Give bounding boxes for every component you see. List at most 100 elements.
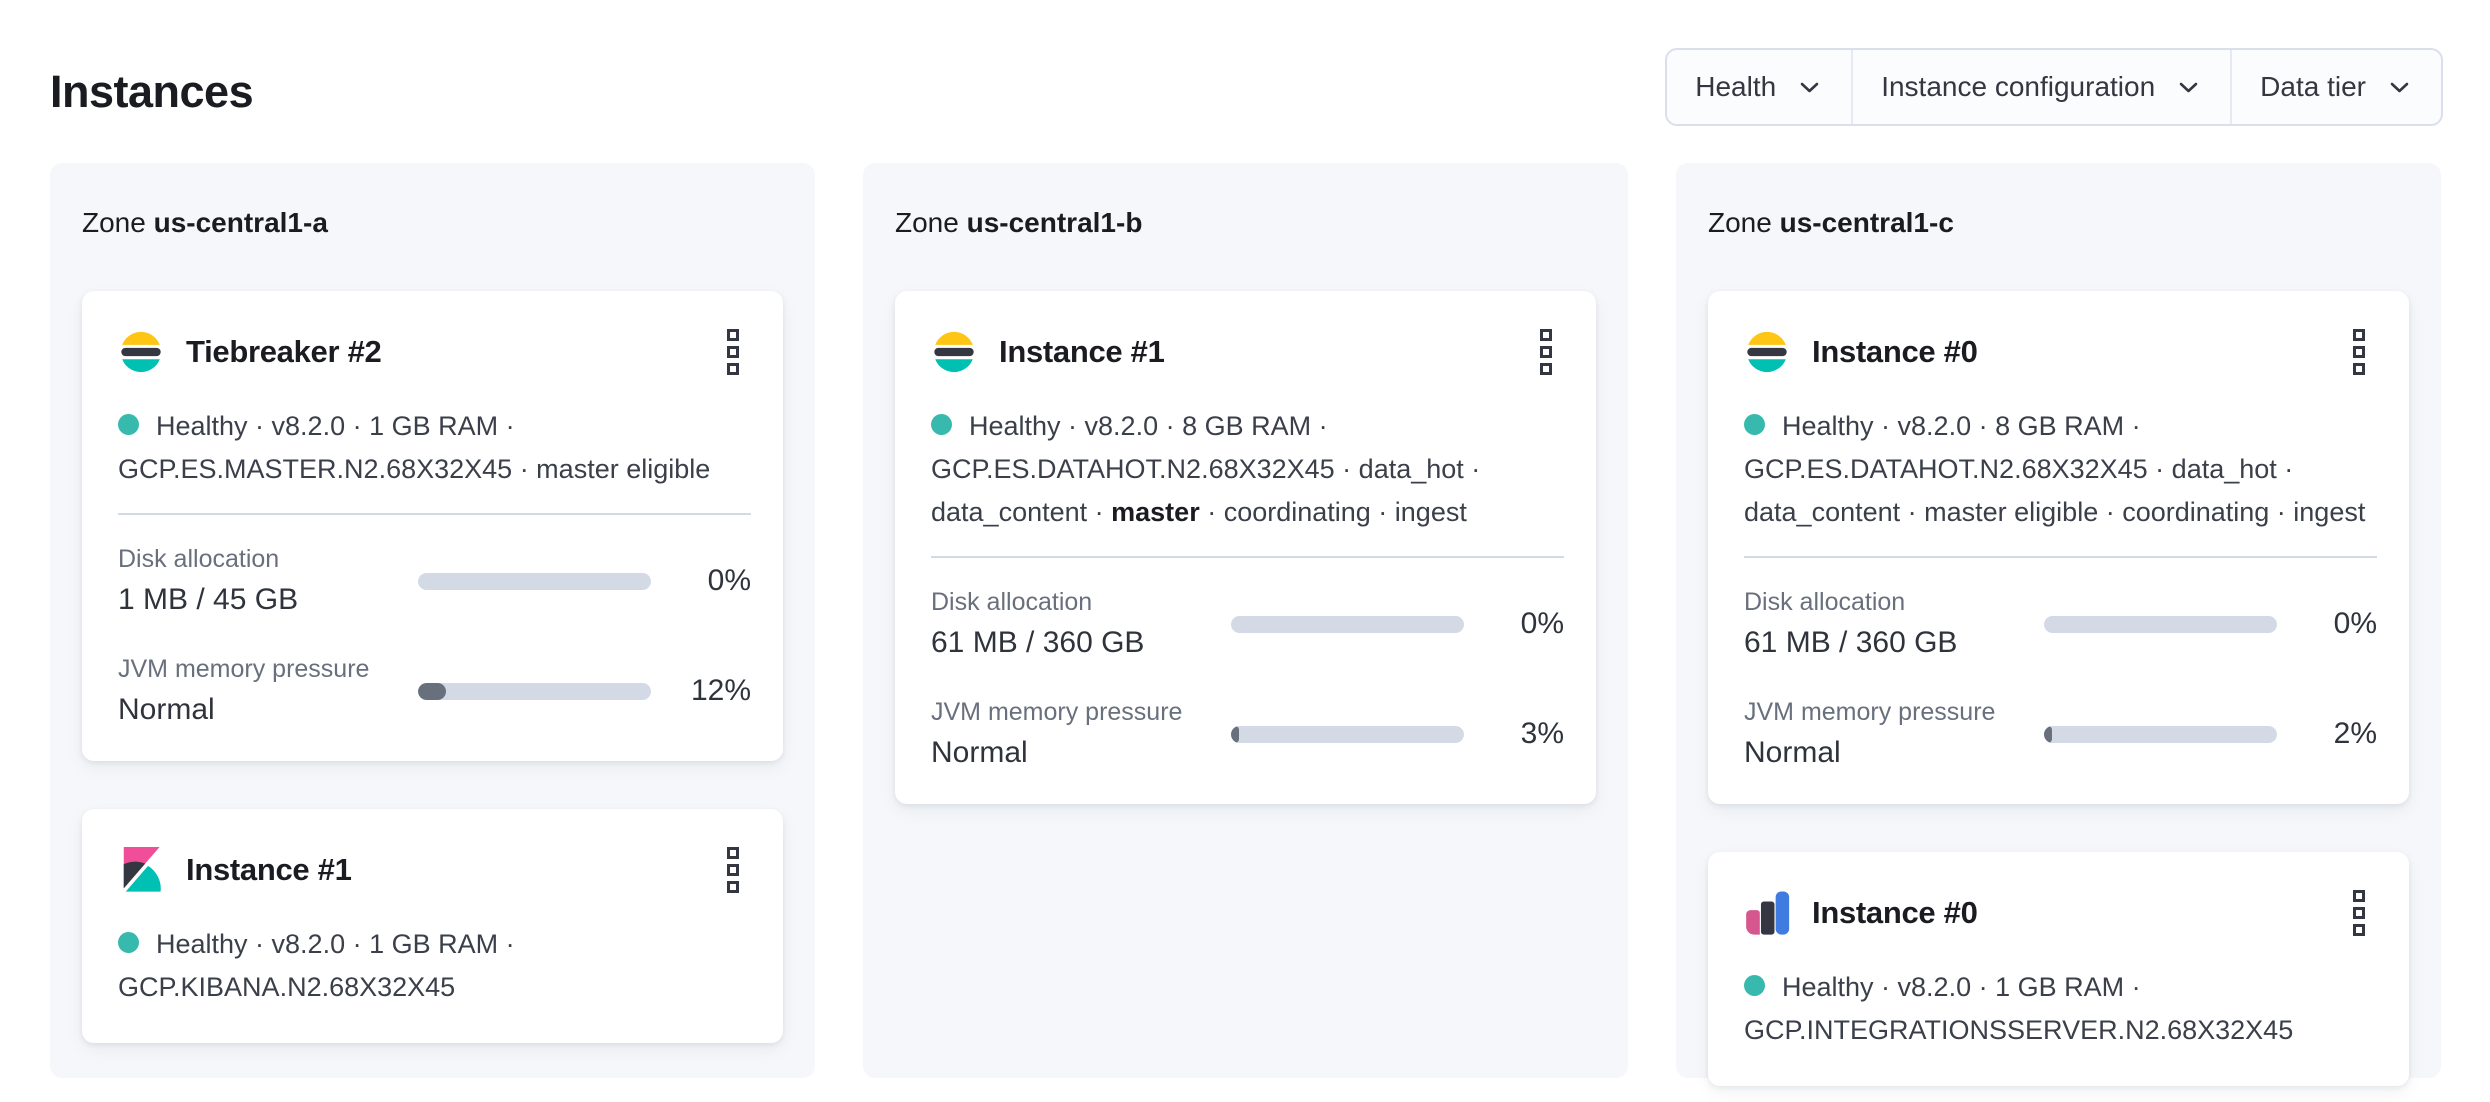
jvm-percent: 2% — [2333, 717, 2377, 750]
elasticsearch-logo-icon — [931, 329, 977, 375]
zone-label: Zone — [82, 207, 146, 238]
instance-title: Instance #1 — [186, 852, 352, 887]
zone-panel-us-central1-a: Zone us-central1-a Tiebreaker #2 Healt — [50, 163, 815, 1078]
kebab-icon — [2353, 329, 2365, 341]
chevron-down-icon — [2390, 82, 2409, 92]
kebab-icon — [727, 847, 739, 859]
metric-value: Normal — [1744, 736, 1841, 769]
jvm-memory-metric: JVM memory pressure Normal 12% — [118, 655, 751, 727]
instance-card-kibana-1: Instance #1 Healthy · v8.2.0 · 1 GB RAM … — [82, 809, 783, 1043]
zone-label: Zone — [1708, 207, 1772, 238]
zone-name: us-central1-c — [1779, 207, 1954, 238]
jvm-progress-bar — [418, 682, 651, 700]
jvm-percent: 3% — [1520, 717, 1564, 750]
status-line-text: Healthy · v8.2.0 · 1 GB RAM · — [1782, 972, 2141, 1002]
kebab-icon — [1540, 329, 1552, 341]
card-divider — [1744, 556, 2377, 558]
filter-button-health[interactable]: Health — [1667, 50, 1851, 124]
metric-label: Disk allocation — [1744, 588, 1906, 616]
instance-actions-button[interactable] — [2347, 323, 2371, 381]
disk-percent: 0% — [2333, 607, 2377, 640]
zone-title: Zone us-central1-a — [82, 207, 783, 239]
health-dot-icon — [118, 414, 139, 435]
instance-actions-button[interactable] — [721, 841, 745, 899]
instance-status: Healthy · v8.2.0 · 1 GB RAM · GCP.ES.MAS… — [118, 405, 751, 491]
metric-value: Normal — [118, 693, 215, 726]
status-line-text: GCP.ES.MASTER.N2.68X32X45 · master eligi… — [118, 454, 711, 484]
status-line-text: Healthy · v8.2.0 · 8 GB RAM · — [1782, 411, 2141, 441]
filter-instance-configuration-label: Instance configuration — [1881, 71, 2156, 102]
metric-value: 61 MB / 360 GB — [931, 626, 1145, 659]
jvm-memory-metric: JVM memory pressure Normal 2% — [1744, 698, 2377, 770]
metric-label: JVM memory pressure — [1744, 698, 1996, 726]
status-line-text: GCP.ES.DATAHOT.N2.68X32X45 · data_hot · — [931, 454, 1481, 484]
health-dot-icon — [1744, 975, 1765, 996]
kibana-logo-icon — [118, 847, 164, 893]
status-line-text: GCP.KIBANA.N2.68X32X45 — [118, 972, 456, 1002]
page-title: Instances — [50, 66, 254, 117]
disk-progress-bar — [1231, 615, 1464, 633]
instance-title: Instance #0 — [1812, 895, 1978, 930]
jvm-percent: 12% — [690, 674, 751, 707]
metric-label: Disk allocation — [931, 588, 1093, 616]
instance-actions-button[interactable] — [1534, 323, 1558, 381]
disk-percent: 0% — [1520, 607, 1564, 640]
disk-percent: 0% — [707, 564, 751, 597]
chevron-down-icon — [1800, 82, 1819, 92]
chevron-down-icon — [2179, 82, 2198, 92]
disk-allocation-metric: Disk allocation 61 MB / 360 GB 0% — [1744, 588, 2377, 660]
health-dot-icon — [931, 414, 952, 435]
instance-actions-button[interactable] — [2347, 884, 2371, 942]
metric-label: JVM memory pressure — [118, 655, 370, 683]
status-line-text: data_content · master eligible · coordin… — [1744, 497, 2366, 527]
zones-container: Zone us-central1-a Tiebreaker #2 Healt — [50, 163, 2441, 1086]
filter-health-label: Health — [1695, 71, 1777, 102]
status-line-text: data_content · master · coordinating · i… — [931, 497, 1467, 527]
jvm-progress-bar — [2044, 725, 2277, 743]
instance-title: Instance #1 — [999, 334, 1165, 369]
status-line-text: Healthy · v8.2.0 · 8 GB RAM · — [969, 411, 1328, 441]
status-line-text: Healthy · v8.2.0 · 1 GB RAM · — [156, 929, 515, 959]
metric-value: 61 MB / 360 GB — [1744, 626, 1958, 659]
zone-title: Zone us-central1-b — [895, 207, 1596, 239]
zone-label: Zone — [895, 207, 959, 238]
disk-allocation-metric: Disk allocation 61 MB / 360 GB 0% — [931, 588, 1564, 660]
filter-button-data-tier[interactable]: Data tier — [2230, 50, 2441, 124]
instance-card-tiebreaker-2: Tiebreaker #2 Healthy · v8.2.0 · 1 GB RA… — [82, 291, 783, 761]
metric-label: Disk allocation — [118, 545, 280, 573]
instance-title: Tiebreaker #2 — [186, 334, 382, 369]
instance-card-es-1: Instance #1 Healthy · v8.2.0 · 8 GB RAM … — [895, 291, 1596, 804]
filter-data-tier-label: Data tier — [2260, 71, 2366, 102]
filter-button-instance-configuration[interactable]: Instance configuration — [1851, 50, 2230, 124]
jvm-progress-bar — [1231, 725, 1464, 743]
elasticsearch-logo-icon — [1744, 329, 1790, 375]
status-line-text: GCP.INTEGRATIONSSERVER.N2.68X32X45 — [1744, 1015, 2294, 1045]
zone-name: us-central1-b — [966, 207, 1143, 238]
metric-value: Normal — [931, 736, 1028, 769]
disk-progress-bar — [418, 572, 651, 590]
instance-status: Healthy · v8.2.0 · 1 GB RAM · GCP.KIBANA… — [118, 923, 751, 1009]
kebab-icon — [727, 329, 739, 341]
instance-card-integrations-0: Instance #0 Healthy · v8.2.0 · 1 GB RAM … — [1708, 852, 2409, 1086]
instance-card-es-0: Instance #0 Healthy · v8.2.0 · 8 GB RAM … — [1708, 291, 2409, 804]
elasticsearch-logo-icon — [118, 329, 164, 375]
kebab-icon — [2353, 890, 2365, 902]
zone-title: Zone us-central1-c — [1708, 207, 2409, 239]
card-divider — [118, 513, 751, 515]
disk-allocation-metric: Disk allocation 1 MB / 45 GB 0% — [118, 545, 751, 617]
status-line-text: GCP.ES.DATAHOT.N2.68X32X45 · data_hot · — [1744, 454, 2294, 484]
instance-status: Healthy · v8.2.0 · 8 GB RAM · GCP.ES.DAT… — [1744, 405, 2377, 534]
status-line-text: Healthy · v8.2.0 · 1 GB RAM · — [156, 411, 515, 441]
card-divider — [931, 556, 1564, 558]
zone-name: us-central1-a — [153, 207, 328, 238]
health-dot-icon — [118, 932, 139, 953]
instance-title: Instance #0 — [1812, 334, 1978, 369]
disk-progress-bar — [2044, 615, 2277, 633]
instance-status: Healthy · v8.2.0 · 1 GB RAM · GCP.INTEGR… — [1744, 966, 2377, 1052]
jvm-memory-metric: JVM memory pressure Normal 3% — [931, 698, 1564, 770]
instance-actions-button[interactable] — [721, 323, 745, 381]
integrations-server-logo-icon — [1744, 890, 1790, 936]
metric-label: JVM memory pressure — [931, 698, 1183, 726]
zone-panel-us-central1-b: Zone us-central1-b Instance #1 Healthy — [863, 163, 1628, 1078]
